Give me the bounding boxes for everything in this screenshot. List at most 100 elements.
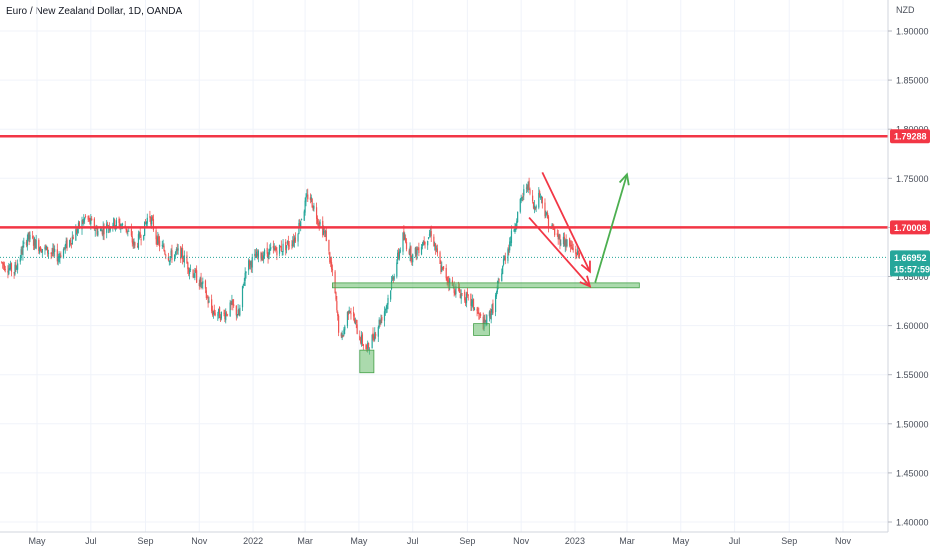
candle-body xyxy=(421,244,423,247)
candle-body xyxy=(396,262,398,277)
candle-body xyxy=(522,196,524,198)
candle-body xyxy=(288,245,290,247)
candle-body xyxy=(127,230,129,232)
candle-body xyxy=(32,236,34,238)
candle-body xyxy=(180,246,182,260)
candle-body xyxy=(535,205,537,209)
candle-body xyxy=(101,230,103,235)
candle-body xyxy=(263,249,266,256)
candle-body xyxy=(188,268,190,273)
candle-body xyxy=(527,181,529,191)
candle-body xyxy=(311,198,313,208)
candle-body xyxy=(514,227,516,230)
candle-body xyxy=(78,221,80,228)
candle-body xyxy=(102,227,104,235)
candle-body xyxy=(479,313,481,315)
candle-body xyxy=(47,247,49,254)
candle-body xyxy=(181,248,184,259)
y-tick-label: 1.50000 xyxy=(896,419,929,429)
candle-body xyxy=(427,237,430,240)
candle-body xyxy=(286,241,289,244)
candle-body xyxy=(239,307,241,316)
grid-lines xyxy=(0,0,888,532)
candle-body xyxy=(248,260,250,271)
candle-body xyxy=(385,307,387,310)
candle-body xyxy=(276,250,278,256)
candle-body xyxy=(97,231,99,236)
highlight-box xyxy=(473,323,490,336)
candle-body xyxy=(169,256,171,262)
candle-body xyxy=(433,236,435,247)
candle-body xyxy=(355,319,357,324)
candle-body xyxy=(125,228,127,230)
candle-body xyxy=(87,216,89,220)
candle-body xyxy=(490,313,492,320)
candle-body xyxy=(553,229,555,230)
candle-body xyxy=(539,196,542,198)
candle-body xyxy=(371,334,373,349)
candle-body xyxy=(347,311,349,315)
candle-body xyxy=(508,248,510,250)
candle-body xyxy=(367,342,369,349)
candle-body xyxy=(230,302,232,305)
candle-body xyxy=(39,248,41,253)
candle-body xyxy=(109,226,111,231)
candle-body xyxy=(317,223,319,224)
candle-body xyxy=(494,295,497,313)
candle-body xyxy=(144,222,147,224)
candle-body xyxy=(300,221,302,229)
candle-body xyxy=(415,247,417,257)
candle-body xyxy=(195,269,197,273)
candle-body xyxy=(341,333,343,338)
candle-body xyxy=(384,309,386,311)
candle-body xyxy=(465,298,467,304)
candle-body xyxy=(261,256,263,261)
candle-body xyxy=(361,334,364,345)
candle-body xyxy=(476,309,478,311)
candle-body xyxy=(442,266,445,270)
candle-body xyxy=(570,244,573,247)
candle-body xyxy=(356,324,358,334)
x-tick-label: Sep xyxy=(459,536,475,546)
candle-body xyxy=(224,314,226,320)
candle-body xyxy=(34,239,36,249)
candle-body xyxy=(477,312,479,314)
candle-body xyxy=(152,219,155,230)
candle-body xyxy=(478,312,480,314)
candle-body xyxy=(232,299,234,306)
candle-body xyxy=(3,264,6,270)
candle-body xyxy=(328,239,330,251)
candle-body xyxy=(565,240,567,246)
candle-body xyxy=(175,249,177,252)
candle-body xyxy=(294,237,297,242)
candle-body xyxy=(330,262,333,270)
candle-body xyxy=(254,253,256,256)
candle-body xyxy=(244,272,246,281)
candle-body xyxy=(410,246,412,259)
candle-body xyxy=(540,196,543,199)
candle-body xyxy=(528,180,530,188)
candle-body xyxy=(541,196,543,204)
candle-body xyxy=(77,222,80,228)
candle-body xyxy=(538,192,540,208)
candle-body xyxy=(140,238,142,241)
candle-body xyxy=(513,229,515,232)
candle-body xyxy=(146,217,148,224)
candle-body xyxy=(312,205,314,210)
candle-body xyxy=(470,294,472,306)
x-tick-label: Sep xyxy=(781,536,797,546)
candle-body xyxy=(316,218,319,224)
candle-body xyxy=(297,234,299,242)
candle-body xyxy=(134,242,136,246)
candle-body xyxy=(32,239,35,246)
candle-body xyxy=(64,245,66,250)
candle-body xyxy=(69,240,72,243)
candle-body xyxy=(54,249,56,252)
candle-body xyxy=(9,267,11,269)
candle-body xyxy=(309,197,312,200)
candle-body xyxy=(440,265,442,272)
candle-body xyxy=(164,251,166,255)
candle-body xyxy=(268,249,270,260)
